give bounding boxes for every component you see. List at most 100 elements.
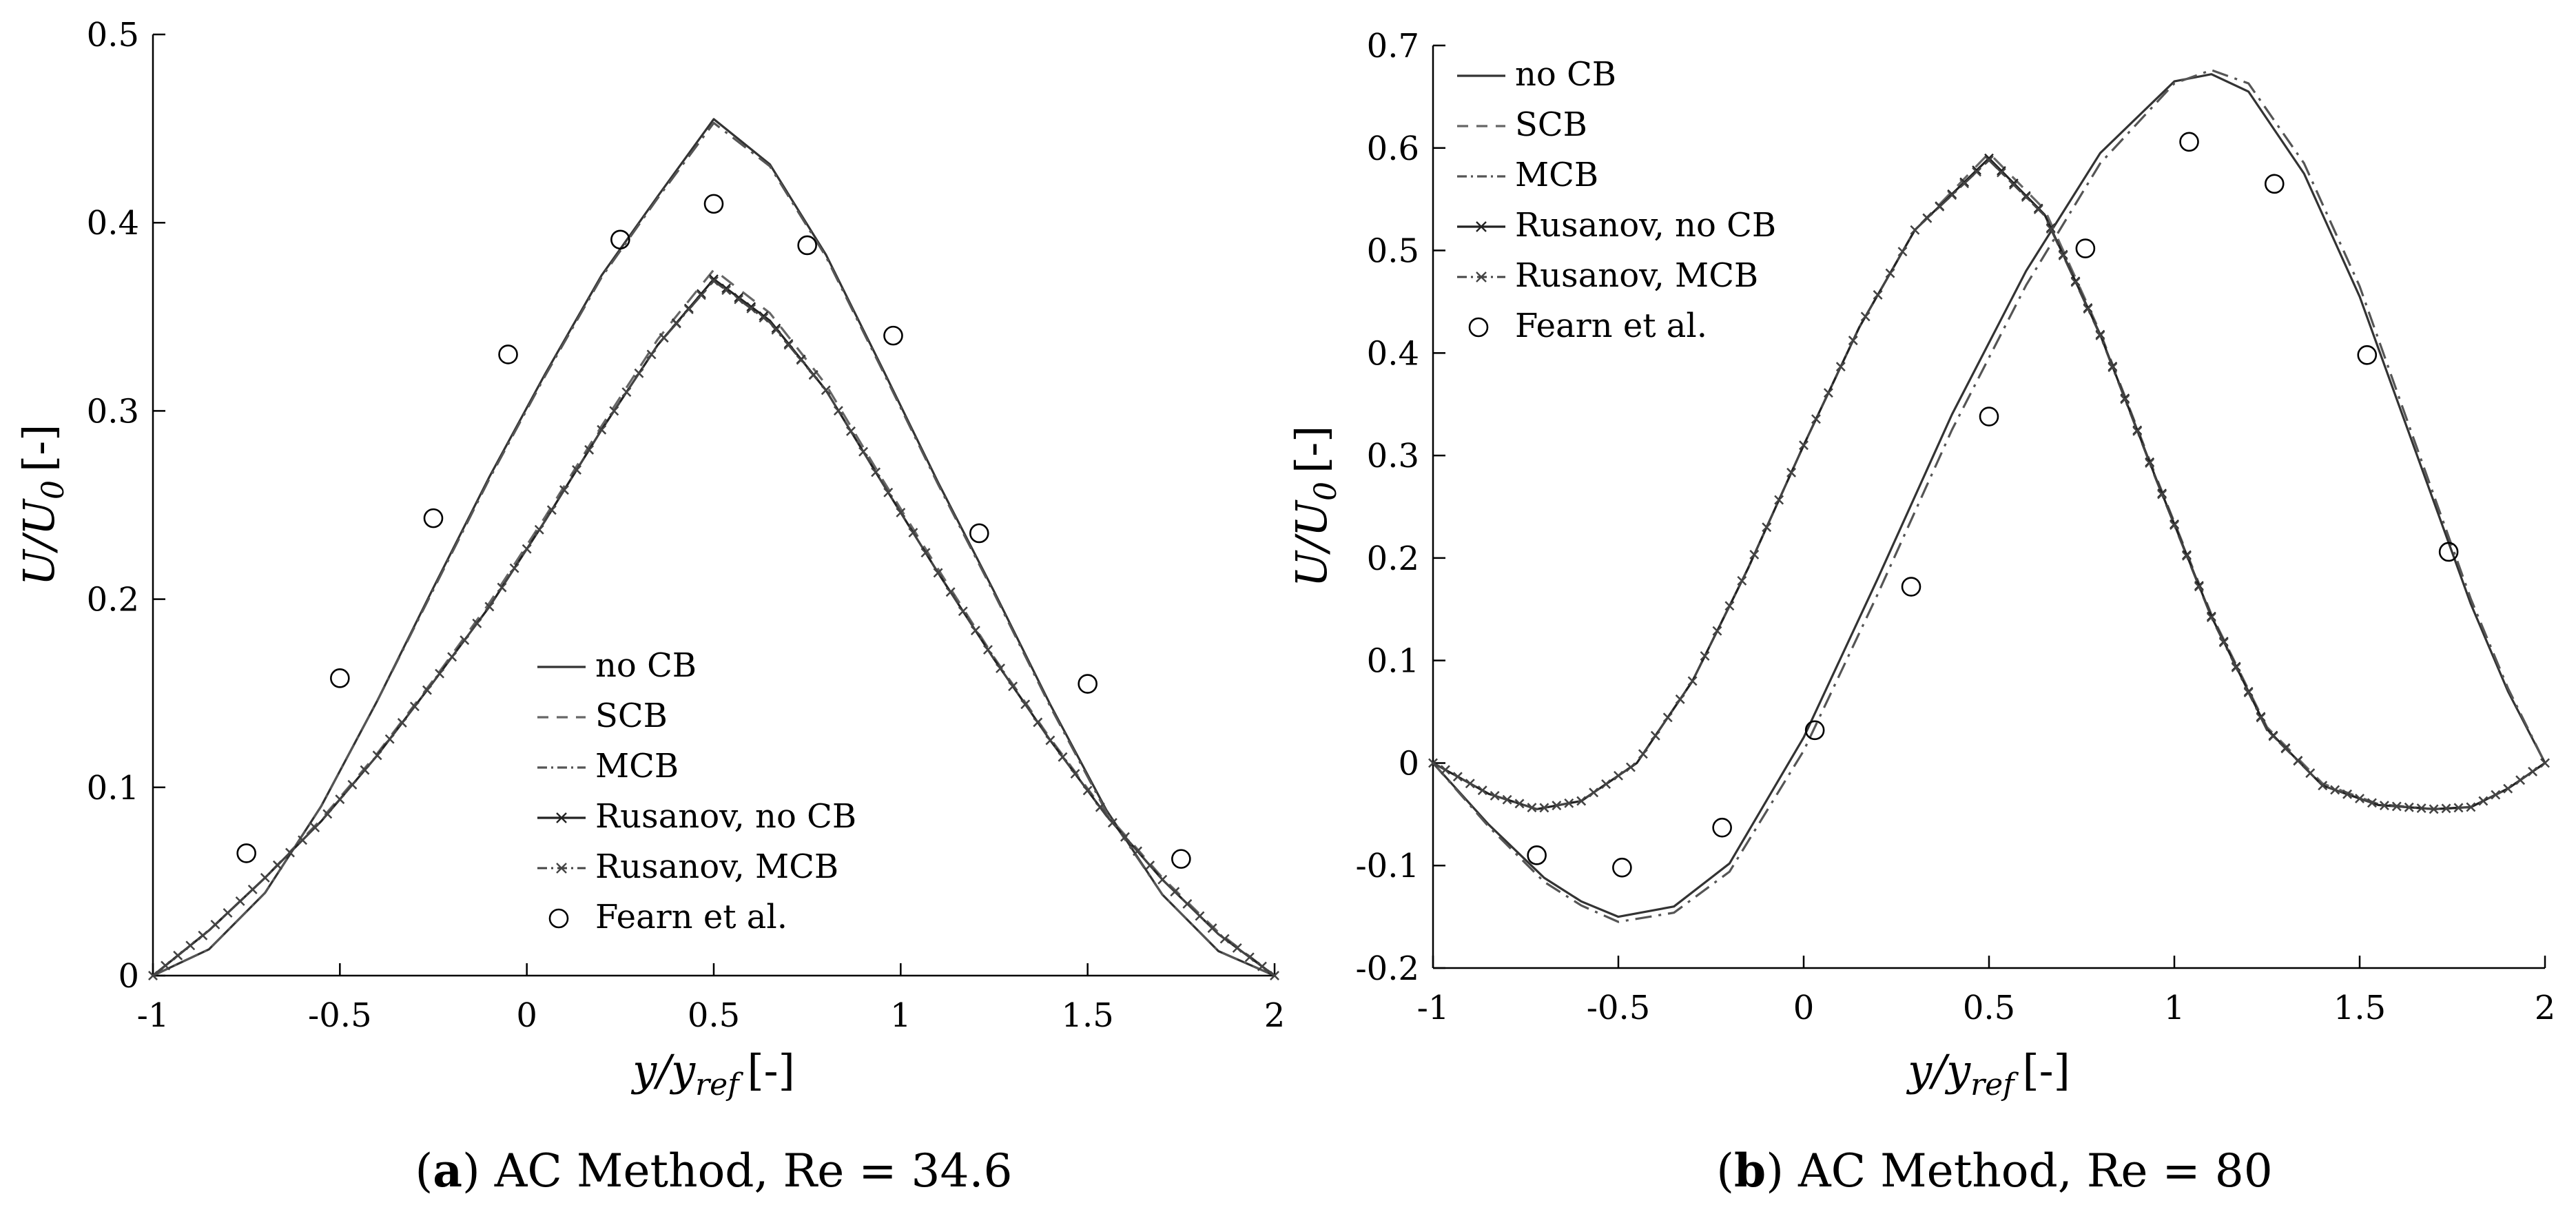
data-point [2438, 542, 2459, 562]
y-tick-label: 0.3 [1367, 437, 1419, 475]
data-point [2033, 205, 2043, 214]
data-point [2182, 551, 2192, 561]
data-point [746, 302, 756, 312]
data-point [2342, 789, 2352, 799]
legend-item: Fearn et al. [548, 898, 787, 936]
data-point [771, 325, 781, 335]
x-tick-label: 1.5 [2333, 989, 2386, 1027]
series-rusanov-mcb [148, 276, 1279, 980]
data-point [522, 544, 532, 554]
data-point [1737, 576, 1747, 586]
data-point [1078, 674, 1098, 694]
data-point [610, 229, 630, 250]
data-point [1465, 779, 1475, 789]
data-point [1749, 550, 1760, 559]
data-point [2070, 277, 2081, 287]
data-point [659, 333, 669, 343]
data-point [1972, 165, 1981, 175]
data-point [2280, 743, 2291, 754]
legend-marker [556, 863, 567, 874]
data-point [871, 467, 881, 477]
data-point [1453, 772, 1463, 782]
data-point [584, 445, 594, 455]
data-point [1947, 190, 1957, 200]
data-point [1910, 225, 1920, 235]
data-point [1133, 846, 1142, 856]
data-point [1219, 934, 1230, 944]
series-scb [152, 268, 1275, 977]
data-point [1873, 290, 1883, 300]
data-point [2206, 613, 2216, 623]
data-point [1490, 791, 1500, 801]
data-point [1997, 167, 2006, 178]
data-point [1182, 899, 1193, 909]
data-point [2528, 766, 2537, 776]
x-tick-label: 1.5 [1061, 996, 1113, 1035]
data-point [236, 843, 256, 863]
data-point [1589, 788, 1598, 798]
data-point [797, 235, 817, 256]
data-point [1070, 769, 1080, 779]
data-point [1984, 155, 1994, 165]
data-point [1477, 785, 1487, 795]
data-point [1527, 845, 1547, 865]
data-point [534, 524, 544, 535]
data-point [2318, 781, 2328, 791]
y-tick-label: 0.2 [87, 581, 139, 619]
data-point [1195, 911, 1205, 921]
data-point [759, 313, 769, 323]
data-point [322, 809, 333, 819]
x-axis-label: y/yref [-] [1906, 1045, 2070, 1102]
data-point [1638, 749, 1648, 759]
data-point [235, 896, 245, 906]
data-point [2429, 804, 2439, 814]
data-point [422, 685, 432, 695]
data-point [2231, 663, 2241, 672]
data-point [1270, 971, 1279, 980]
data-point [1601, 779, 1611, 789]
data-point [2466, 802, 2476, 812]
series-rusanov-no-cb [1428, 153, 2550, 814]
data-point [896, 508, 906, 517]
series-mcb [152, 121, 1275, 977]
y-tick-label: 0.7 [1367, 27, 1419, 65]
data-point [2264, 174, 2285, 194]
data-point [908, 528, 918, 537]
data-point [372, 750, 382, 761]
data-point [1614, 770, 1623, 781]
data-point [546, 505, 557, 515]
data-point [883, 325, 903, 346]
data-point [423, 508, 444, 528]
x-tick-label: 0.5 [688, 996, 740, 1035]
data-point [2083, 304, 2093, 314]
data-point [703, 194, 724, 214]
series-line [152, 268, 1275, 977]
data-point [498, 344, 518, 364]
legend-item: no CB [1457, 55, 1616, 94]
y-tick-label: 0.5 [1367, 232, 1419, 271]
data-point [2330, 785, 2340, 795]
legend-item: no CB [537, 646, 697, 685]
data-point [210, 920, 220, 929]
data-point [410, 701, 420, 712]
series-mcb [1432, 69, 2546, 923]
data-point [185, 940, 196, 951]
data-point [1675, 695, 1685, 704]
data-point [1020, 699, 1031, 710]
data-point [1095, 802, 1105, 812]
legend-label: SCB [1515, 105, 1587, 144]
x-tick-label: 1 [2164, 989, 2185, 1027]
legend-item: MCB [1457, 156, 1598, 194]
data-point [621, 387, 632, 397]
data-point [310, 823, 320, 832]
data-point [173, 951, 183, 960]
data-point [1687, 676, 1698, 686]
data-point [1979, 407, 1999, 426]
series-line [152, 121, 1275, 977]
data-point [2404, 802, 2414, 812]
legend-label: no CB [1515, 55, 1616, 94]
data-point [2243, 688, 2254, 698]
data-point [597, 424, 607, 435]
data-point [2009, 178, 2019, 188]
data-point [1082, 785, 1093, 796]
